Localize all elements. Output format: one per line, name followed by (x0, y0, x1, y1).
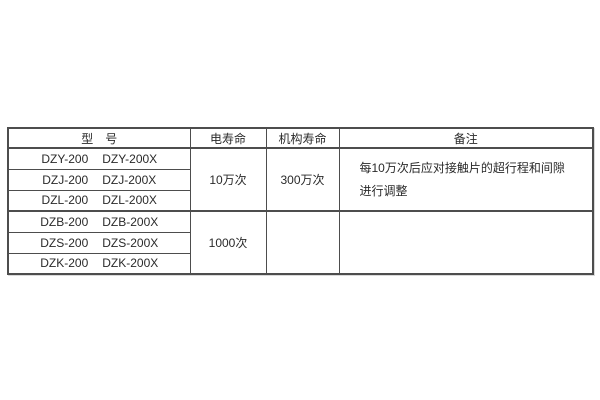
model-cell: DZK-200 DZK-200X (7, 252, 191, 275)
model-name: DZB-200 (40, 214, 89, 229)
model-name: DZB-200X (102, 214, 159, 229)
model-name: DZJ-200X (102, 172, 157, 187)
electrical-life-group1-cell: 10万次 (189, 147, 267, 212)
model-name: DZS-200 (40, 235, 89, 250)
mechanical-life-group2-cell (265, 210, 340, 275)
table-row-dzy: DZY-200 DZY-200X 10万次 300万次 每10万次后应对接触片的… (7, 147, 594, 212)
col-header-remarks: 备注 (338, 127, 594, 149)
table-row-dzb: DZB-200 DZB-200X 1000次 (7, 210, 594, 275)
model-cell: DZY-200 DZY-200X (7, 147, 191, 170)
table-row-dzk: DZK-200 DZK-200X (7, 252, 593, 275)
model-name: DZY-200 (41, 151, 89, 166)
model-cell: DZS-200 DZS-200X (7, 231, 191, 254)
model-name: DZK-200X (102, 256, 159, 271)
col-header-mechanical-life: 机构寿命 (265, 127, 340, 149)
col-header-electrical-life: 电寿命 (189, 127, 267, 149)
model-cell: DZB-200 DZB-200X (7, 210, 191, 233)
model-cell: DZL-200 DZL-200X (7, 189, 191, 212)
remarks-group1-cell: 每10万次后应对接触片的超行程和间隙 进行调整 (338, 147, 594, 212)
model-name: DZS-200X (102, 235, 159, 250)
model-name: DZL-200 (41, 193, 89, 208)
spec-table: 型 号 电寿命 机构寿命 备注 DZY-200 DZY-200X 10万次 30… (7, 127, 594, 275)
col-header-model: 型 号 (7, 127, 191, 149)
mechanical-life-group1-cell: 300万次 (265, 147, 340, 212)
remarks-text-line2: 进行调整 (359, 184, 408, 198)
model-name: DZJ-200 (42, 172, 89, 187)
header-row: 型 号 电寿命 机构寿命 备注 (7, 127, 594, 149)
electrical-life-group2-cell: 1000次 (189, 210, 267, 275)
model-name: DZY-200X (102, 151, 158, 166)
remarks-text-line1: 每10万次后应对接触片的超行程和间隙 (359, 161, 565, 175)
model-cell: DZJ-200 DZJ-200X (7, 168, 191, 191)
table-row-dzl: DZL-200 DZL-200X (7, 189, 593, 212)
table-row-dzj: DZJ-200 DZJ-200X (7, 168, 593, 191)
model-name: DZK-200 (40, 256, 89, 271)
model-name: DZL-200X (102, 193, 157, 208)
remarks-group2-cell (338, 210, 594, 275)
